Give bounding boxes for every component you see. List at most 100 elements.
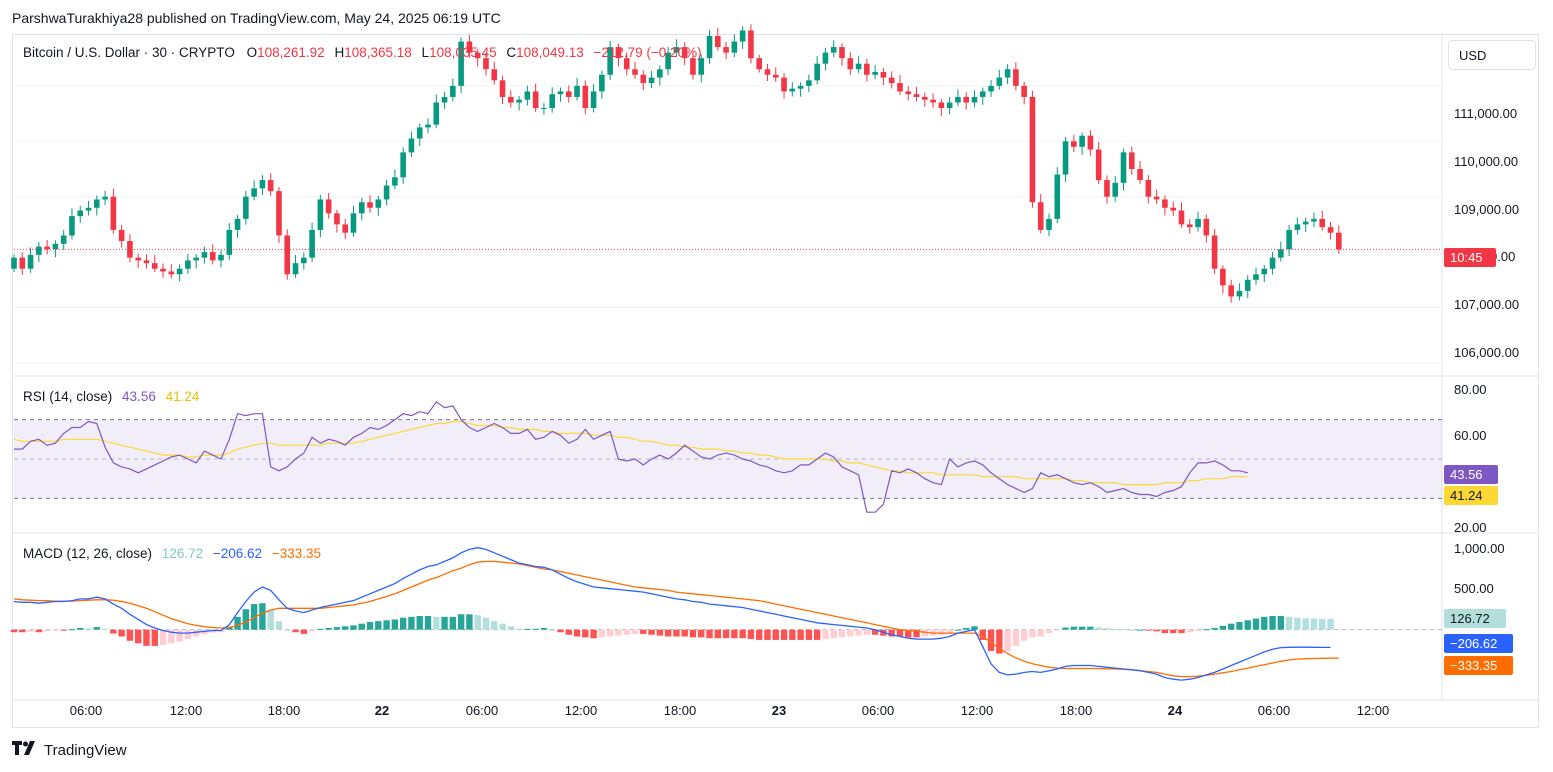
candle-body — [623, 58, 630, 70]
rsi-ma-badge: 41.24 — [1444, 486, 1498, 505]
candle-body — [665, 52, 671, 70]
candle-body — [590, 91, 597, 109]
candle-body — [996, 77, 1003, 86]
macd-histogram-bar — [350, 625, 357, 630]
countdown-badge: 10:45 — [1444, 248, 1496, 267]
macd-histogram-bar — [433, 616, 440, 630]
macd-histogram-bar — [1244, 620, 1251, 630]
candle-body — [11, 257, 17, 269]
macd-histogram-bar — [797, 629, 804, 640]
macd-histogram-bar — [77, 627, 84, 630]
candle-body — [350, 213, 357, 233]
macd-histogram-bar — [234, 616, 241, 630]
macd-histogram-bar — [474, 615, 481, 630]
candle-body — [342, 224, 348, 233]
macd-histogram-bar — [905, 629, 912, 638]
tradingview-logo-icon — [12, 741, 38, 759]
macd-histogram-bar — [292, 629, 299, 633]
candle-body — [1046, 218, 1052, 230]
candle-body — [209, 252, 216, 261]
macd-legend: MACD (12, 26, close) 126.72 −206.62 −333… — [23, 546, 327, 561]
macd-histogram-bar — [1078, 626, 1086, 630]
macd-histogram-bar — [27, 629, 34, 632]
candle-body — [640, 74, 647, 84]
rsi-value: 43.56 — [122, 389, 156, 404]
time-tick: 06:00 — [861, 703, 895, 718]
macd-histogram-bar — [308, 629, 316, 632]
macd-histogram-bar — [540, 627, 548, 630]
macd-histogram-bar — [416, 616, 423, 630]
candle-body — [822, 52, 829, 64]
macd-histogram-bar — [1294, 617, 1301, 630]
macd-histogram-bar — [847, 629, 854, 637]
time-tick: 12:00 — [169, 703, 203, 718]
macd-histogram-bar — [1252, 618, 1260, 630]
candle-body — [375, 199, 382, 208]
macd-histogram-bar — [921, 629, 928, 637]
macd-histogram-bar — [954, 629, 962, 631]
candle-body — [466, 41, 473, 53]
macd-histogram-bar — [896, 629, 904, 637]
macd-histogram-bar — [664, 629, 672, 637]
macd-histogram-bar — [499, 623, 506, 630]
candle-body — [193, 257, 199, 261]
currency-button[interactable]: USD — [1448, 40, 1536, 70]
macd-histogram-bar — [226, 626, 233, 630]
macd-histogram-bar — [1045, 629, 1053, 634]
candle-body — [1095, 149, 1102, 181]
macd-histogram-bar — [913, 629, 920, 638]
candle-body — [1178, 210, 1185, 225]
macd-histogram-bar — [209, 629, 216, 633]
macd-tick: 1,000.00 — [1454, 541, 1505, 556]
candle-body — [358, 202, 365, 214]
chart-frame[interactable] — [12, 34, 1539, 728]
macd-histogram-bar — [1103, 628, 1111, 630]
macd-histogram-bar — [192, 629, 200, 637]
time-tick: 06:00 — [69, 703, 103, 718]
macd-histogram-bar — [971, 626, 978, 630]
time-tick: 18:00 — [1059, 703, 1093, 718]
candle-body — [946, 102, 953, 109]
macd-histogram-bar — [524, 628, 531, 630]
macd-histogram-bar — [582, 629, 589, 638]
candle-body — [657, 69, 663, 78]
candle-body — [1162, 199, 1168, 208]
candle-body — [1286, 229, 1292, 250]
candle-body — [94, 199, 100, 208]
candle-body — [234, 218, 241, 230]
candle-body — [781, 77, 787, 92]
macd-histogram-bar — [284, 629, 291, 631]
candle-body — [516, 99, 522, 103]
candle-body — [1145, 180, 1152, 197]
macd-histogram-bar — [1020, 629, 1028, 641]
macd-histogram-bar — [764, 629, 771, 640]
symbol-title[interactable]: Bitcoin / U.S. Dollar · 30 · CRYPTO — [23, 45, 235, 60]
macd-title[interactable]: MACD (12, 26, close) — [23, 546, 153, 561]
macd-histogram-bar — [813, 629, 821, 640]
macd-histogram-bar — [1136, 629, 1144, 631]
candle-body — [1302, 221, 1309, 225]
rsi-title[interactable]: RSI (14, close) — [23, 389, 113, 404]
candle-body — [441, 96, 448, 103]
candle-body — [416, 127, 423, 139]
macd-histogram-bar — [441, 616, 448, 630]
macd-histogram-bar — [491, 621, 498, 630]
macd-histogram-bar — [1327, 618, 1334, 630]
candle-body — [243, 196, 249, 219]
candle-body — [110, 196, 117, 230]
macd-histogram-bar — [996, 629, 1003, 654]
time-tick: 06:00 — [465, 703, 499, 718]
candle-body — [77, 210, 84, 217]
rsi-tick: 20.00 — [1454, 520, 1487, 535]
candle-body — [36, 246, 42, 255]
candle-body — [168, 271, 175, 275]
candle-body — [433, 102, 440, 125]
candle-body — [1112, 182, 1119, 197]
candle-body — [938, 102, 945, 109]
candle-body — [1129, 152, 1135, 169]
rsi-tick: 80.00 — [1454, 382, 1487, 397]
candle-body — [301, 257, 307, 264]
macd-histogram-bar — [135, 629, 142, 644]
macd-histogram-bar — [772, 629, 779, 640]
